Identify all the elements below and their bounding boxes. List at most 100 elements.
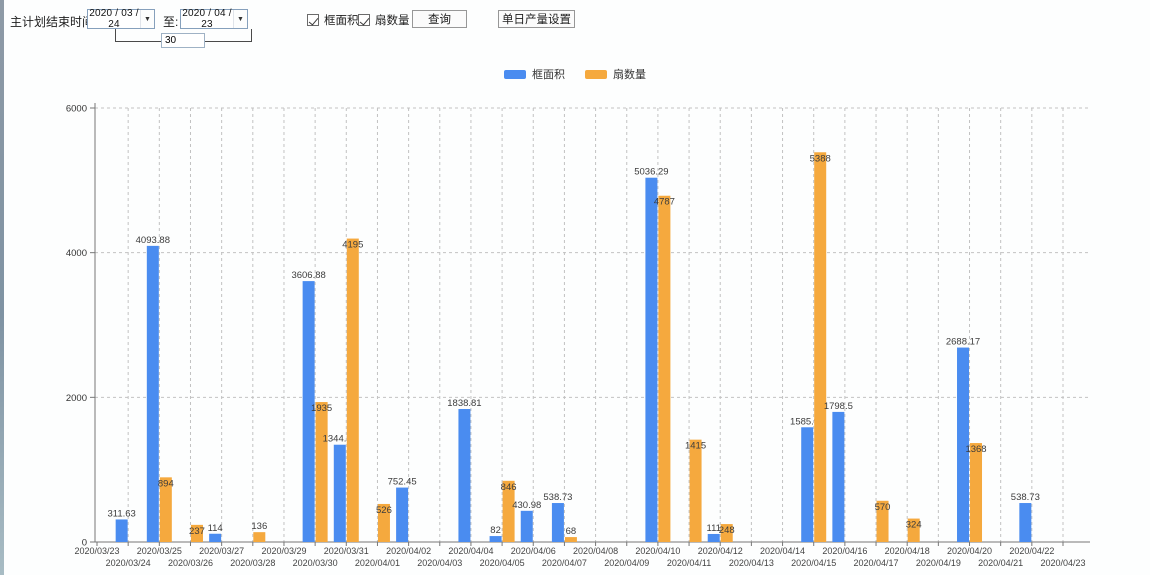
x-tick-label: 2020/03/24 — [106, 558, 151, 568]
legend-item-frame-area[interactable]: 框面积 — [504, 66, 565, 82]
x-tick-label: 2020/04/07 — [542, 558, 587, 568]
bar-frame-area — [115, 519, 128, 542]
bar-label-frame-area: 1585.96 — [790, 416, 824, 427]
date-to-picker[interactable]: 2020 / 04 / 23 ▼ — [180, 8, 248, 30]
bar-label-frame-area: 752.45 — [388, 477, 417, 488]
date-to-value: 2020 / 04 / 23 — [182, 8, 232, 30]
bar-label-frame-area: 538.73 — [1011, 492, 1040, 503]
bar-label-sash-count: 1935 — [311, 403, 332, 414]
bar-label-sash-count: 248 — [719, 525, 735, 536]
bar-label-sash-count: 1415 — [685, 441, 706, 452]
bar-label-frame-area: 5036.29 — [634, 167, 668, 178]
bar-label-frame-area: 82 — [490, 525, 501, 536]
sash-count-swatch — [585, 69, 607, 79]
x-tick-label: 2020/04/18 — [885, 546, 930, 556]
frame-area-swatch — [504, 69, 526, 79]
bar-label-frame-area: 430.98 — [512, 500, 541, 511]
x-tick-label: 2020/03/29 — [261, 546, 306, 556]
bar-sash-count — [377, 503, 390, 542]
date-from-value: 2020 / 03 / 24 — [89, 8, 139, 30]
legend-frame-area-label: 框面积 — [532, 69, 565, 81]
bar-sash-count — [315, 402, 328, 542]
bar-label-frame-area: 114 — [208, 523, 223, 534]
bar-label-sash-count: 894 — [158, 478, 174, 489]
x-tick-label: 2020/04/02 — [386, 546, 431, 556]
bar-label-frame-area: 1798.5 — [824, 401, 853, 412]
bar-frame-area — [333, 444, 346, 542]
y-tick-label: 2000 — [66, 393, 87, 404]
bar-sash-count — [502, 480, 515, 542]
x-tick-label: 2020/04/19 — [916, 558, 961, 568]
x-tick-label: 2020/04/08 — [573, 546, 618, 556]
bar-label-frame-area: 311.63 — [107, 508, 135, 519]
bar-sash-count — [564, 537, 577, 542]
bar-chart-canvas: 0 2000 4000 6000 2020/03/23 2020/03/24 2020/03… — [66, 103, 1090, 568]
checkbox-checked-icon[interactable] — [358, 14, 370, 26]
x-tick-label: 2020/03/23 — [74, 546, 119, 556]
x-tick-label: 2020/04/12 — [698, 546, 743, 556]
bar-frame-area — [957, 347, 970, 542]
bar-sash-count — [253, 532, 266, 542]
bar-frame-area — [832, 411, 845, 542]
frame-area-checkbox[interactable]: 框面积 — [307, 12, 359, 28]
connector-line — [115, 29, 116, 42]
x-tick-label: 2020/04/23 — [1040, 558, 1085, 568]
query-button[interactable]: 查询 — [412, 10, 467, 28]
production-bar-chart: 0 2000 4000 6000 2020/03/23 2020/03/24 2020/03… — [0, 95, 1150, 575]
bar-label-sash-count: 570 — [875, 502, 891, 513]
x-tick-label: 2020/04/10 — [635, 546, 680, 556]
bar-frame-area — [801, 427, 814, 542]
bar-sash-count — [190, 524, 203, 542]
checkbox-checked-icon[interactable] — [307, 14, 319, 26]
bar-frame-area — [551, 503, 564, 542]
legend-sash-count-label: 扇数量 — [613, 69, 646, 81]
x-tick-label: 2020/04/04 — [448, 546, 493, 556]
bar-sash-count — [159, 477, 172, 542]
bar-label-sash-count: 526 — [376, 505, 392, 516]
x-tick-label: 2020/04/14 — [760, 546, 805, 556]
bar-label-frame-area: 3606.88 — [291, 270, 325, 281]
legend-item-sash-count[interactable]: 扇数量 — [585, 66, 646, 82]
bar-frame-area — [489, 536, 502, 542]
interval-days-input[interactable] — [161, 33, 205, 48]
chevron-down-icon[interactable]: ▼ — [140, 10, 154, 28]
bar-sash-count — [658, 195, 671, 542]
connector-line — [251, 29, 252, 42]
bar-frame-area — [1019, 503, 1032, 542]
frame-area-checkbox-label: 框面积 — [324, 15, 359, 27]
x-tick-label: 2020/04/05 — [480, 558, 525, 568]
bar-sash-count — [970, 443, 983, 542]
bar-sash-count — [720, 524, 733, 542]
daily-output-settings-button[interactable]: 单日产量设置 — [498, 10, 575, 28]
date-from-picker[interactable]: 2020 / 03 / 24 ▼ — [87, 8, 155, 30]
to-label: 至: — [163, 15, 179, 29]
bar-frame-area — [146, 245, 159, 542]
bar-label-sash-count: 136 — [251, 521, 267, 532]
x-tick-label: 2020/03/30 — [293, 558, 338, 568]
x-tick-label: 2020/03/25 — [137, 546, 182, 556]
chevron-down-icon[interactable]: ▼ — [233, 10, 247, 28]
sash-count-checkbox[interactable]: 扇数量 — [358, 12, 410, 28]
x-tick-label: 2020/04/17 — [854, 558, 899, 568]
x-tick-label: 2020/04/16 — [822, 546, 867, 556]
y-tick-label: 6000 — [66, 104, 87, 115]
bar-frame-area — [707, 533, 720, 542]
x-tick-label: 2020/04/15 — [791, 558, 836, 568]
bar-label-frame-area: 111 — [706, 523, 720, 534]
bar-label-frame-area: 4093.88 — [136, 235, 170, 246]
bar-label-sash-count: 4195 — [342, 240, 363, 251]
x-tick-label: 2020/04/21 — [978, 558, 1023, 568]
bar-sash-count — [876, 500, 889, 542]
bar-frame-area — [520, 510, 533, 542]
bar-frame-area — [209, 533, 222, 542]
bar-label-frame-area: 1838.81 — [447, 398, 481, 409]
bar-label-frame-area: 538.73 — [543, 492, 572, 503]
chart-legend: 框面积 扇数量 — [0, 66, 1150, 82]
bar-label-sash-count: 846 — [501, 482, 517, 493]
bar-label-frame-area: 1344.95 — [323, 434, 357, 445]
bar-label-sash-count: 237 — [189, 526, 205, 537]
y-tick-label: 0 — [82, 538, 87, 549]
x-tick-label: 2020/04/06 — [511, 546, 556, 556]
window-left-edge — [0, 0, 4, 575]
